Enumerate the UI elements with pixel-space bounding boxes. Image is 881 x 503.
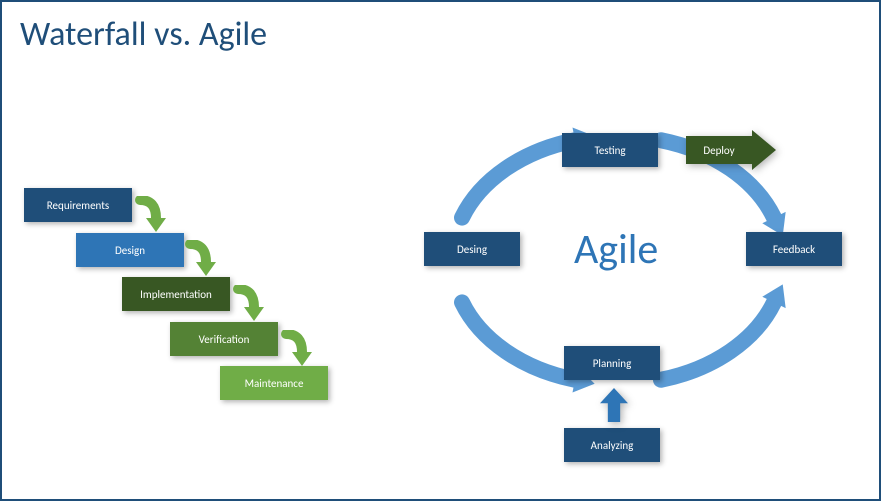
agile-stage-analyzing: Analyzing	[564, 428, 660, 462]
agile-stage-design: Desing	[424, 232, 520, 266]
agile-up-arrow-icon	[600, 388, 630, 424]
agile-stage-testing: Testing	[562, 133, 658, 167]
agile-deploy-arrow: Deploy	[686, 130, 786, 170]
deploy-label: Deploy	[686, 130, 752, 170]
agile-center-label: Agile	[574, 224, 658, 275]
diagram-frame: { "title": { "text": "Waterfall vs. Agil…	[0, 0, 881, 501]
agile-stage-feedback: Feedback	[746, 232, 842, 266]
agile-stage-planning: Planning	[564, 346, 660, 380]
